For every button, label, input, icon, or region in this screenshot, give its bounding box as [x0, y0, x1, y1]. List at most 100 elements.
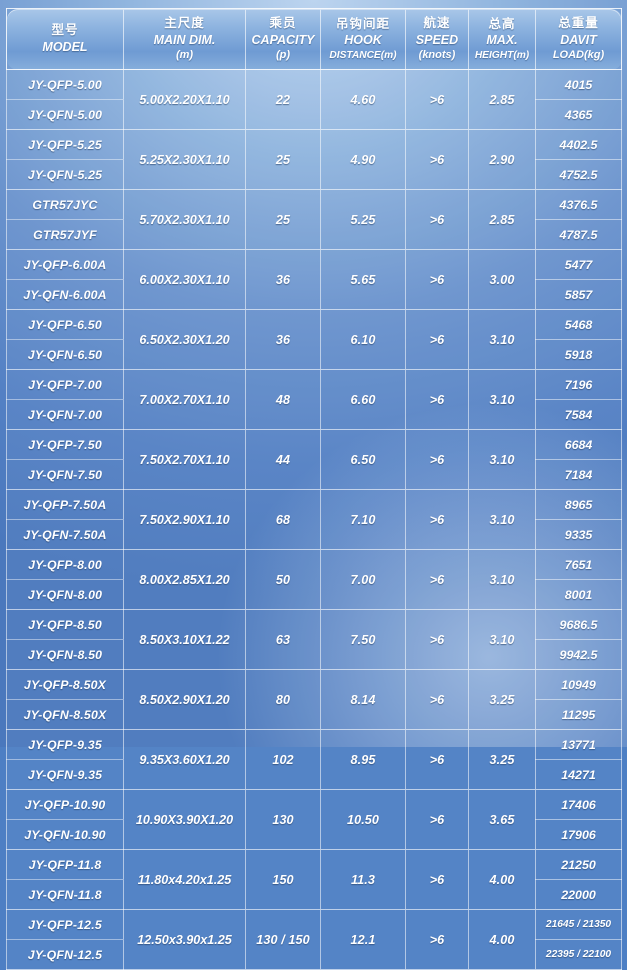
cell-hook-distance: 11.3: [320, 849, 406, 911]
column-header-model-en: MODEL: [42, 40, 88, 55]
table-row: JY-QFP-7.50A 7.50X2.90X1.10 68 7.10 >6 3.10 89…: [6, 489, 622, 551]
cell-model: JY-QFP-9.35: [6, 729, 124, 761]
cell-capacity: 102: [245, 729, 321, 791]
column-header-capacity: 乘员 CAPACITY (p): [245, 7, 321, 71]
cell-davit-load: 5468: [535, 309, 622, 341]
cell-speed: >6: [405, 849, 469, 911]
cell-davit-load: 22395 / 22100: [535, 939, 622, 970]
cell-model: JY-QFN-8.50X: [6, 699, 124, 731]
cell-hook-distance: 12.1: [320, 909, 406, 970]
cell-capacity: 150: [245, 849, 321, 911]
cell-davit-load: 9686.5: [535, 609, 622, 641]
column-header-capacity-cn: 乘员: [269, 16, 297, 30]
table-row: JY-QFP-5.00 5.00X2.20X1.10 22 4.60 >6 2.85 401…: [6, 69, 622, 131]
table-row: JY-QFN-5.25 4752.5: [6, 159, 622, 191]
column-header-davit-load: 总重量 DAVIT LOAD(kg): [535, 7, 622, 71]
cell-model: JY-QFN-7.00: [6, 399, 124, 431]
table-row: JY-QFN-6.00A 5857: [6, 279, 622, 311]
cell-model: JY-QFN-5.00: [6, 99, 124, 131]
column-header-capacity-unit: (p): [275, 49, 291, 62]
cell-davit-load: 17906: [535, 819, 622, 851]
cell-speed: >6: [405, 369, 469, 431]
cell-davit-load: 11295: [535, 699, 622, 731]
cell-model: JY-QFN-7.50: [6, 459, 124, 491]
cell-model: JY-QFP-7.00: [6, 369, 124, 401]
cell-main-dim: 8.50X2.90X1.20: [123, 669, 246, 731]
cell-davit-load: 4015: [535, 69, 622, 101]
cell-davit-load: 8965: [535, 489, 622, 521]
cell-davit-load: 7196: [535, 369, 622, 401]
cell-main-dim: 8.50X3.10X1.22: [123, 609, 246, 671]
cell-main-dim: 5.00X2.20X1.10: [123, 69, 246, 131]
cell-speed: >6: [405, 789, 469, 851]
cell-davit-load: 17406: [535, 789, 622, 821]
cell-main-dim: 10.90X3.90X1.20: [123, 789, 246, 851]
table-row: JY-QFP-7.50 7.50X2.70X1.10 44 6.50 >6 3.10 668…: [6, 429, 622, 491]
cell-davit-load: 9942.5: [535, 639, 622, 671]
cell-speed: >6: [405, 489, 469, 551]
table-row: JY-QFP-9.35 9.35X3.60X1.20 102 8.95 >6 3.25 13…: [6, 729, 622, 791]
cell-speed: >6: [405, 669, 469, 731]
cell-davit-load: 5918: [535, 339, 622, 371]
table-row: JY-QFN-6.50 5918: [6, 339, 622, 371]
cell-davit-load: 21250: [535, 849, 622, 881]
table-row: JY-QFN-8.50 9942.5: [6, 639, 622, 671]
cell-model: JY-QFN-7.50A: [6, 519, 124, 551]
cell-max-height: 2.90: [468, 129, 536, 191]
cell-model: JY-QFN-10.90: [6, 819, 124, 851]
cell-main-dim: 7.00X2.70X1.10: [123, 369, 246, 431]
cell-max-height: 3.10: [468, 369, 536, 431]
cell-model: JY-QFP-5.00: [6, 69, 124, 101]
column-header-speed: 航速 SPEED (knots): [405, 7, 469, 71]
cell-model: JY-QFP-11.8: [6, 849, 124, 881]
cell-speed: >6: [405, 729, 469, 791]
cell-main-dim: 7.50X2.90X1.10: [123, 489, 246, 551]
cell-speed: >6: [405, 69, 469, 131]
cell-davit-load: 6684: [535, 429, 622, 461]
spec-sheet-panel: 型号 MODEL 主尺度 MAIN DIM. (m) 乘员 CAPACITY (…: [6, 7, 622, 970]
cell-speed: >6: [405, 249, 469, 311]
cell-hook-distance: 6.10: [320, 309, 406, 371]
cell-davit-load: 7584: [535, 399, 622, 431]
cell-model: JY-QFP-12.5: [6, 909, 124, 941]
cell-hook-distance: 8.14: [320, 669, 406, 731]
cell-model: JY-QFN-8.00: [6, 579, 124, 611]
table-row: JY-QFN-5.00 4365: [6, 99, 622, 131]
cell-capacity: 68: [245, 489, 321, 551]
table-row: JY-QFP-8.50X 8.50X2.90X1.20 80 8.14 >6 3.25 10…: [6, 669, 622, 731]
cell-hook-distance: 5.25: [320, 189, 406, 251]
cell-capacity: 80: [245, 669, 321, 731]
table-body: JY-QFP-5.00 5.00X2.20X1.10 22 4.60 >6 2.85 401…: [6, 69, 622, 970]
column-header-main-dim-unit: (m): [175, 49, 194, 62]
cell-capacity: 48: [245, 369, 321, 431]
cell-main-dim: 11.80x4.20x1.25: [123, 849, 246, 911]
cell-davit-load: 4787.5: [535, 219, 622, 251]
cell-main-dim: 6.00X2.30X1.10: [123, 249, 246, 311]
table-row: JY-QFP-7.00 7.00X2.70X1.10 48 6.60 >6 3.10 719…: [6, 369, 622, 431]
cell-main-dim: 5.70X2.30X1.10: [123, 189, 246, 251]
column-header-max-height-cn: 总高: [488, 16, 516, 31]
cell-model: JY-QFP-8.00: [6, 549, 124, 581]
cell-max-height: 3.65: [468, 789, 536, 851]
table-row: JY-QFP-8.00 8.00X2.85X1.20 50 7.00 >6 3.10 765…: [6, 549, 622, 611]
column-header-main-dim-en: MAIN DIM.: [153, 32, 216, 47]
cell-model: GTR57JYC: [6, 189, 124, 221]
cell-hook-distance: 7.50: [320, 609, 406, 671]
column-header-capacity-en: CAPACITY: [251, 32, 315, 47]
column-header-model-cn: 型号: [51, 23, 79, 38]
cell-max-height: 4.00: [468, 849, 536, 911]
cell-davit-load: 4365: [535, 99, 622, 131]
cell-model: JY-QFP-10.90: [6, 789, 124, 821]
cell-model: JY-QFN-5.25: [6, 159, 124, 191]
cell-model: JY-QFP-8.50: [6, 609, 124, 641]
cell-main-dim: 12.50x3.90x1.25: [123, 909, 246, 970]
cell-davit-load: 7184: [535, 459, 622, 491]
column-header-hook-distance: 吊钩间距 HOOK DISTANCE(m): [320, 7, 406, 71]
cell-main-dim: 9.35X3.60X1.20: [123, 729, 246, 791]
cell-capacity: 44: [245, 429, 321, 491]
table-row: GTR57JYC 5.70X2.30X1.10 25 5.25 >6 2.85 4376.5: [6, 189, 622, 251]
cell-speed: >6: [405, 129, 469, 191]
column-header-davit-load-cn: 总重量: [558, 16, 599, 30]
cell-davit-load: 14271: [535, 759, 622, 791]
table-row: JY-QFP-6.50 6.50X2.30X1.20 36 6.10 >6 3.10 546…: [6, 309, 622, 371]
